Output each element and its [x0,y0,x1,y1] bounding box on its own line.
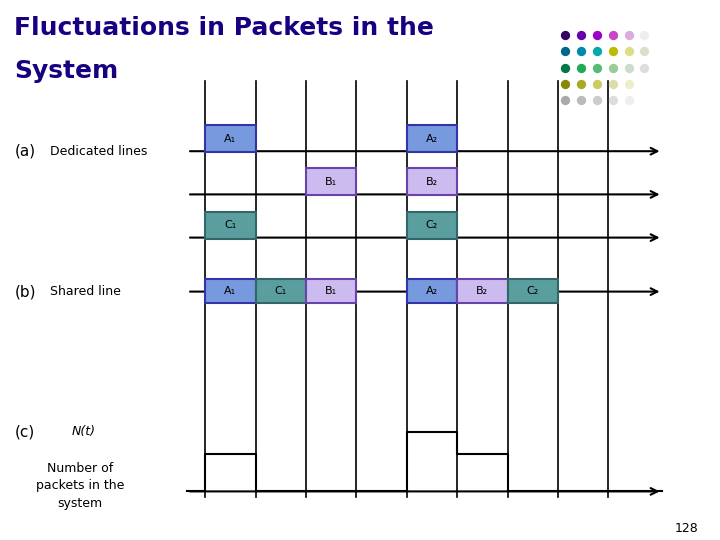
Point [559,47,571,56]
Point [591,31,603,39]
Text: N(t): N(t) [72,426,96,438]
Point [607,31,618,39]
Point [559,96,571,104]
Text: A₂: A₂ [426,286,438,296]
Text: A₁: A₁ [225,286,236,296]
Bar [205,212,256,239]
Text: (b): (b) [14,284,36,299]
Bar [256,279,306,303]
Text: Shared line: Shared line [50,285,121,298]
Text: (c): (c) [14,424,35,440]
Bar [508,279,558,303]
Bar [407,279,457,303]
Point [591,47,603,56]
Point [639,31,650,39]
Bar [457,279,508,303]
Bar [407,125,457,152]
Text: B₁: B₁ [325,177,337,187]
Bar [306,279,356,303]
Text: A₁: A₁ [225,134,236,144]
Point [575,96,587,104]
Text: (a): (a) [14,144,35,159]
Point [639,47,650,56]
Text: 128: 128 [675,522,698,535]
Text: B₁: B₁ [325,286,337,296]
Text: Dedicated lines: Dedicated lines [50,145,148,158]
Text: B₂: B₂ [477,286,488,296]
Point [575,31,587,39]
Point [623,63,634,72]
Text: B₂: B₂ [426,177,438,187]
Point [639,63,650,72]
Point [607,63,618,72]
Point [623,31,634,39]
Point [591,96,603,104]
Point [559,63,571,72]
Text: C₁: C₁ [224,220,237,230]
Point [591,63,603,72]
Point [559,79,571,88]
Point [623,96,634,104]
Bar [205,125,256,152]
Point [575,47,587,56]
Point [559,31,571,39]
Bar [407,168,457,195]
Point [591,79,603,88]
Point [623,47,634,56]
Point [607,79,618,88]
Text: C₂: C₂ [526,286,539,296]
Point [575,79,587,88]
Text: Number of
packets in the
system: Number of packets in the system [36,462,125,510]
Bar [306,168,356,195]
Point [623,79,634,88]
Text: C₂: C₂ [426,220,438,230]
Text: Fluctuations in Packets in the: Fluctuations in Packets in the [14,16,434,40]
Point [639,79,650,88]
Text: A₂: A₂ [426,134,438,144]
Point [639,96,650,104]
Point [607,47,618,56]
Text: C₁: C₁ [274,286,287,296]
Bar [205,279,256,303]
Point [575,63,587,72]
Point [607,96,618,104]
Text: System: System [14,59,119,83]
Bar [407,212,457,239]
